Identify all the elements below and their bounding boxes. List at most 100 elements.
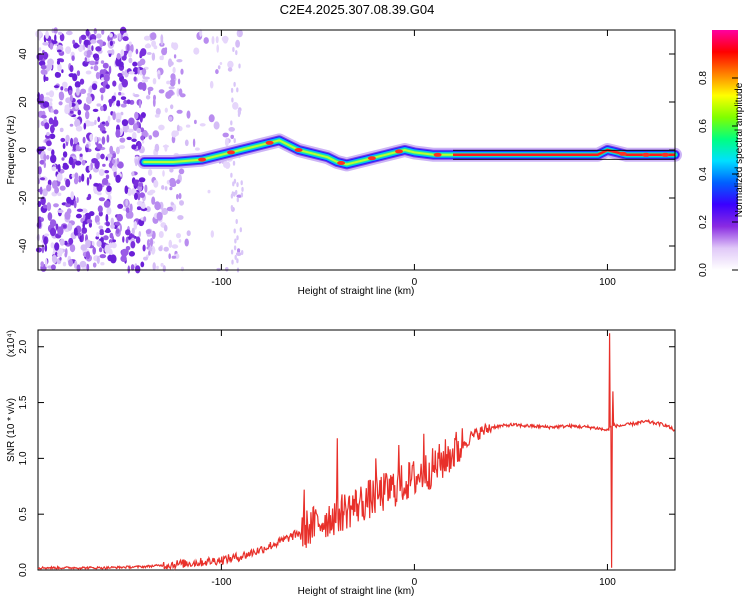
spectrogram-noise-cell [232, 47, 235, 52]
spectrogram-noise-cell [49, 64, 53, 70]
spectrogram-noise-cell [194, 147, 200, 151]
spectrogram-noise-cell [41, 114, 47, 119]
spectrogram-noise-cell [96, 240, 102, 247]
spectrogram-noise-cell [96, 152, 101, 160]
spectrogram-noise-cell [57, 226, 64, 236]
spectrogram-noise-cell [57, 164, 61, 173]
spectrogram-noise-cell [43, 74, 46, 83]
snr-x-ticks: -100 0 100 [211, 330, 616, 588]
spectrogram-noise-cell [235, 219, 238, 224]
snr-y-label: SNR (10 * v/v) [6, 398, 17, 462]
spectrogram-noise-cell [96, 192, 102, 196]
x-tick-label: 100 [599, 577, 616, 588]
spectrogram-noise-cell [89, 60, 96, 66]
spectrogram-noise-cell [233, 228, 236, 234]
spectrogram-noise-cell [222, 132, 229, 138]
spectrogram-noise-cell [114, 221, 121, 226]
spectrogram-noise-cell [238, 63, 241, 69]
spectrogram-noise-cell [159, 55, 163, 61]
spectrogram-noise-cell [110, 223, 115, 229]
spectrogram-noise-cell [171, 42, 175, 49]
spectrogram-noise-cell [170, 202, 174, 206]
spectrogram-noise-cell [56, 248, 64, 255]
spectrogram-noise-cell [39, 159, 45, 165]
spectrogram-noise-cell [82, 136, 86, 144]
spectrogram-noise-cell [128, 71, 135, 75]
spectrogram-noise-cell [129, 203, 133, 213]
spectrogram-noise-cell [105, 174, 110, 180]
spectrogram-noise-cell [67, 222, 73, 231]
spectrogram-noise-cell [236, 87, 239, 93]
spectrogram-noise-cell [133, 94, 140, 98]
spectrogram-noise-cell [125, 237, 129, 244]
spectrogram-noise-cell [59, 58, 64, 63]
spectrogram-noise-cell [57, 31, 63, 36]
spectrogram-noise-cell [64, 87, 69, 92]
spectrogram-noise-cell [116, 53, 121, 60]
spectrogram-noise-cell [235, 189, 238, 195]
spectrogram-noise-cell [81, 227, 88, 234]
spectrogram-noise-cell [77, 109, 82, 116]
spectrogram-noise-cell [99, 87, 106, 94]
spectrogram-noise-cell [236, 197, 239, 203]
spectrogram-noise-cell [96, 231, 100, 237]
spectrogram-noise-cell [84, 57, 88, 62]
spectrogram-noise-cell [141, 79, 149, 83]
colorbar-tick-label: 0.8 [698, 71, 709, 85]
spectrogram-noise-cell [57, 209, 64, 214]
spectrogram-noise-cell [63, 240, 68, 246]
spectrogram-noise-cell [194, 119, 197, 125]
spectrogram-noise-cell [148, 250, 151, 256]
spectrogram-noise-cell [180, 266, 184, 272]
snr-frame [37, 329, 676, 571]
spectrogram-noise-cell [100, 94, 104, 101]
spectrogram-noise-cell [107, 115, 111, 123]
spectrogram-noise-cell [233, 81, 236, 87]
spectrogram-noise-cell [164, 144, 168, 152]
spectrogram-noise-cell [80, 34, 87, 40]
spectrogram-noise-cell [158, 246, 163, 252]
spectrogram-noise-cell [158, 89, 165, 94]
spectrogram-noise-cell [68, 156, 74, 166]
spectrogram-noise-cell [83, 104, 91, 111]
spectrogram-noise-cell [103, 235, 109, 241]
spectrogram-noise-cell [83, 214, 86, 220]
spectrogram-noise-cell [115, 174, 121, 183]
spectrogram-noise-cell [51, 28, 55, 34]
spectrogram-noise-cell [176, 109, 183, 114]
spectrogram-noise-cell [45, 30, 49, 39]
spectrogram-noise-cell [111, 159, 116, 164]
spectrogram-noise-cell [45, 92, 50, 96]
spectrogram-noise-cell [112, 80, 117, 87]
spectrogram-noise-cell [131, 138, 137, 142]
spectrogram-noise-cell [157, 73, 161, 80]
spectrogram-noise-cell [208, 114, 215, 123]
spectrogram-noise-cell [132, 123, 138, 131]
spectrogram-noise-cell [125, 246, 131, 251]
spectrogram-noise-cell [59, 238, 65, 246]
spectrogram-noise-cell [49, 42, 54, 50]
spectrogram-noise-cell [131, 171, 135, 177]
spectrogram-noise-cell [96, 33, 102, 39]
spectrogram-noise-cell [49, 219, 57, 227]
spectrogram-noise-cell [233, 191, 236, 197]
spectrogram-noise-cell [100, 60, 105, 64]
spectrogram-noise-cell [103, 200, 111, 208]
spectrogram-noise-cell [217, 65, 221, 70]
colorbar-ticks: 0.0 0.2 0.4 0.6 0.8 [698, 71, 738, 277]
spectrogram-noise-cell [172, 66, 176, 74]
spectrogram-noise-cell [43, 236, 47, 246]
spectrogram-noise-cell [230, 249, 234, 255]
spectrogram-noise-cell [161, 47, 168, 56]
spectrogram-noise-cell [88, 165, 92, 172]
spectrogram-noise-cell [121, 78, 128, 88]
spectrogram-noise-cell [54, 242, 60, 251]
spectrogram-noise-cell [240, 192, 244, 198]
spectrogram-noise-cell [76, 197, 79, 203]
spectrogram-noise-cell [68, 237, 74, 245]
spectrogram-noise-cell [72, 39, 76, 45]
spectrogram-noise-cell [96, 103, 102, 107]
spectrogram-noise-cell [65, 202, 72, 208]
spectrogram-noise-cell [160, 34, 164, 43]
spectrogram-noise-cell [86, 49, 93, 56]
